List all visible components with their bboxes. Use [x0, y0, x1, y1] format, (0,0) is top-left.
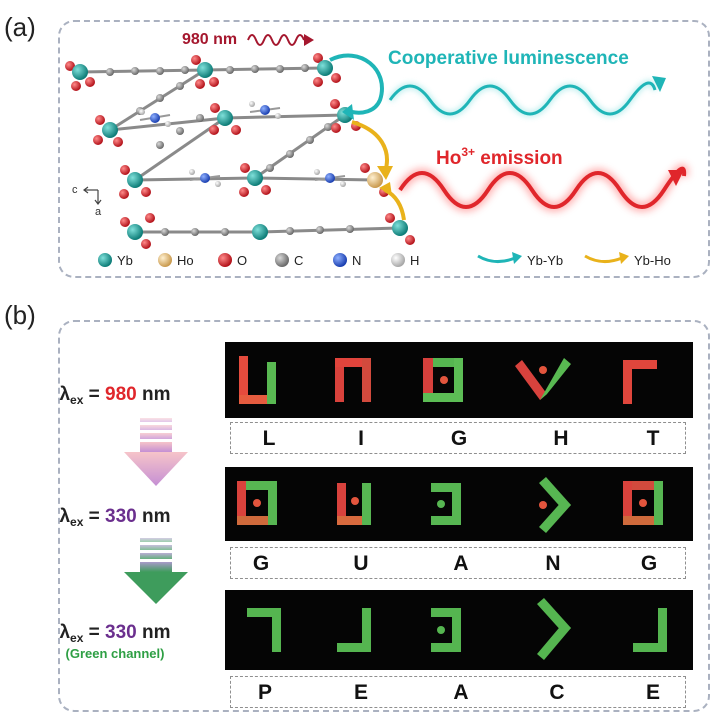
arrow-980-to-330 [124, 418, 188, 486]
legend-yb-dot [98, 253, 112, 267]
row3-letter: E [353, 681, 368, 704]
panel-b-frame [58, 320, 710, 712]
row2-letter: U [353, 552, 369, 575]
panel-a-frame [58, 20, 710, 278]
cooperative-wave-arrowhead [652, 76, 666, 92]
axis-c-label: c [72, 184, 78, 196]
cooperative-curved-arrowhead [342, 104, 354, 120]
row1-letters: L I G H T [230, 422, 686, 454]
row2-letter: N [545, 552, 561, 575]
row2-image-strip [225, 467, 693, 541]
glyph-A-green [431, 608, 461, 652]
glyph-I-980 [335, 358, 371, 402]
glyph-A-330 [431, 483, 461, 525]
legend-o-dot [218, 253, 232, 267]
row2-letters: G U A N G [230, 547, 686, 579]
legend-yb-ho-arrowhead [619, 252, 629, 264]
row1-letter: G [450, 427, 468, 450]
row1-letter: H [553, 427, 569, 450]
ho-emission-title: Ho3+ emission [436, 145, 563, 169]
row3-image-strip [225, 590, 693, 670]
arrow-legend: Yb-Yb Yb-Ho [477, 252, 671, 268]
glyph-E-green-b [633, 608, 667, 652]
glyph-H-980 [515, 358, 571, 400]
glyph-P-green [247, 608, 281, 652]
legend-c-label: C [294, 253, 303, 268]
glyph-G-980 [423, 358, 463, 402]
legend-h-label: H [410, 253, 419, 268]
ho-wave [398, 166, 687, 209]
glyph-U-330 [337, 483, 371, 525]
crystal-structure [65, 53, 415, 249]
glyph-G-330-b [623, 481, 663, 525]
legend-yb-ho-label: Yb-Ho [634, 253, 671, 268]
row2-lambda: λex = 330 nm [59, 506, 171, 529]
row3-letter: A [453, 681, 469, 704]
legend-n-dot [333, 253, 347, 267]
legend-c-dot [275, 253, 289, 267]
yb-ho-lower-arrowhead [379, 182, 392, 196]
atom-legend: Yb Ho O C N H [98, 253, 419, 268]
row3-letter: C [549, 681, 565, 704]
legend-ho-dot [158, 253, 172, 267]
legend-n-label: N [352, 253, 361, 268]
row1-letter: T [646, 427, 660, 450]
row3-letters: P E A C E [230, 676, 686, 708]
row2-letter: G [640, 552, 658, 575]
panel-a-figure: c a 980 nm Cooperative luminescence Ho3+… [65, 31, 689, 268]
legend-h-dot [391, 253, 405, 267]
glyph-G-330 [237, 481, 277, 525]
glyph-T-980 [623, 360, 657, 404]
panel-b-label: (b) [4, 300, 36, 330]
cooperative-wave [388, 81, 657, 116]
excitation-wave [247, 34, 305, 46]
cooperative-title: Cooperative luminescence [388, 48, 629, 69]
yb-ho-transfer-arrowhead [377, 166, 393, 180]
row1-letter: I [358, 427, 364, 450]
axis-indicator [83, 186, 102, 205]
excitation-arrowhead [304, 34, 314, 46]
glyph-L-980 [239, 356, 276, 404]
row3-letter: E [645, 681, 660, 704]
excitation-flow-arrows [124, 418, 188, 604]
row1-lambda: λex = 980 nm [59, 384, 171, 407]
legend-ho-label: Ho [177, 253, 194, 268]
legend-yb-yb-arrow [477, 254, 516, 263]
row1-letter: L [262, 427, 276, 450]
legend-o-label: O [237, 253, 247, 268]
ho-wave-arrowhead [668, 170, 684, 186]
legend-yb-yb-label: Yb-Yb [527, 253, 563, 268]
row2-letter: A [453, 552, 469, 575]
row3-lambda: λex = 330 nm [59, 622, 171, 645]
row3-letter: P [257, 681, 272, 704]
row1-image-strip [225, 342, 693, 418]
green-channel-note: (Green channel) [65, 646, 165, 661]
yb-ho-transfer-arrow [351, 120, 389, 173]
panel-a-label: (a) [4, 12, 36, 42]
cooperative-curved-arrow [329, 53, 384, 115]
glyph-C-green [537, 598, 571, 660]
row2-letter: G [252, 552, 270, 575]
excitation-label: 980 nm [182, 31, 237, 48]
arrow-330-to-green [124, 538, 188, 604]
legend-yb-ho-arrow [584, 254, 623, 263]
legend-yb-yb-arrowhead [512, 252, 522, 264]
legend-yb-label: Yb [117, 253, 133, 268]
axis-a-label: a [95, 206, 102, 218]
glyph-E-green [337, 608, 371, 652]
glyph-N-330 [539, 477, 571, 533]
